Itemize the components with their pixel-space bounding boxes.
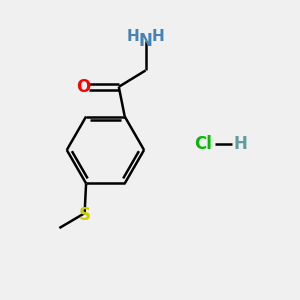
Text: H: H xyxy=(234,135,248,153)
Text: N: N xyxy=(139,32,152,50)
Text: O: O xyxy=(76,78,91,96)
Text: H: H xyxy=(127,29,140,44)
Text: Cl: Cl xyxy=(195,135,212,153)
Text: H: H xyxy=(152,29,164,44)
Text: S: S xyxy=(79,206,91,224)
